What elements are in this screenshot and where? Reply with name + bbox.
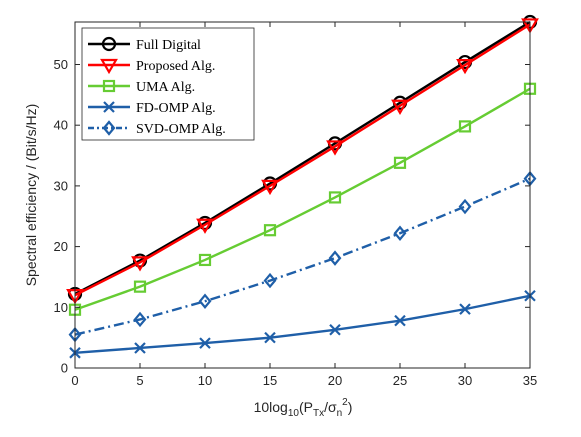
ticks-layer: 0 5 10 15 20 25 30 35 0 10 20 30 40 50 <box>54 22 537 388</box>
legend-label-svd-omp-alg: SVD-OMP Alg. <box>136 122 226 137</box>
legend-item-full-digital: Full Digital <box>88 36 201 53</box>
y-tick-label: 10 <box>54 300 68 315</box>
x-tick-label: 10 <box>198 373 212 388</box>
data-point-uma-alg <box>328 191 342 204</box>
data-point-uma-alg <box>133 280 147 293</box>
data-point-svd-omp-alg <box>263 272 277 289</box>
data-point-uma-alg <box>393 156 407 169</box>
legend-item-uma-alg: UMA Alg. <box>88 79 195 95</box>
series-svd-omp-alg <box>68 170 537 343</box>
y-axis-label: Spectral efficiency / (Bit/s/Hz) <box>23 104 39 287</box>
series-proposed-alg <box>66 18 539 305</box>
series-layer <box>66 14 539 359</box>
x-axis-label-slash: /σ <box>324 399 337 415</box>
legend-marker-proposed-alg <box>100 58 118 75</box>
legend-label-uma-alg: UMA Alg. <box>136 80 195 95</box>
x-tick-label: 15 <box>263 373 277 388</box>
legend-item-proposed-alg: Proposed Alg. <box>88 58 215 75</box>
legend-marker-fd-omp-alg <box>103 101 115 113</box>
data-point-uma-alg <box>458 120 472 133</box>
x-tick-label: 0 <box>71 373 78 388</box>
x-tick-label: 35 <box>523 373 537 388</box>
x-tick-label: 25 <box>393 373 407 388</box>
x-axis-label-sub-10: 10 <box>288 408 300 419</box>
series-line-proposed-alg <box>74 23 531 297</box>
x-axis-label-sub-n: n <box>337 408 343 419</box>
legend-marker-full-digital <box>101 36 117 52</box>
y-tick-label: 30 <box>54 178 68 193</box>
data-point-fd-omp-alg <box>134 342 146 354</box>
data-point-proposed-alg <box>456 58 474 75</box>
data-point-proposed-alg <box>391 99 409 115</box>
series-line-fd-omp-alg <box>74 294 531 355</box>
x-tick-label: 30 <box>458 373 472 388</box>
data-point-svd-omp-alg <box>328 250 342 266</box>
x-axis-label-close: ) <box>348 399 353 415</box>
data-point-proposed-alg <box>196 218 214 234</box>
legend: Full Digital Proposed Alg. UMA Alg. FD-OMP … <box>81 27 255 141</box>
data-point-proposed-alg <box>521 18 539 34</box>
data-point-proposed-alg <box>326 140 344 156</box>
data-point-fd-omp-alg <box>264 331 276 344</box>
x-tick-label: 5 <box>136 373 143 388</box>
x-tick-label: 20 <box>328 373 342 388</box>
x-axis-label-sup-2: 2 <box>342 397 348 408</box>
legend-box <box>81 27 255 141</box>
legend-label-proposed-alg: Proposed Alg. <box>136 59 215 74</box>
legend-item-svd-omp-alg: SVD-OMP Alg. <box>88 120 226 137</box>
x-axis-label-base: 10log <box>254 399 288 415</box>
data-point-fd-omp-alg <box>459 303 471 315</box>
legend-entries: Full Digital Proposed Alg. UMA Alg. FD-OMP … <box>88 36 226 137</box>
x-axis-label-sub-tx: Tx <box>313 408 324 419</box>
data-point-uma-alg <box>263 224 277 237</box>
legend-marker-svd-omp-alg <box>102 120 116 136</box>
data-point-fd-omp-alg <box>199 337 211 349</box>
data-point-proposed-alg <box>131 256 149 272</box>
series-line-uma-alg <box>74 87 531 311</box>
legend-label-full-digital: Full Digital <box>136 38 201 53</box>
legend-marker-uma-alg <box>102 79 116 93</box>
plot-frame <box>74 21 531 369</box>
data-point-fd-omp-alg <box>329 323 341 336</box>
data-point-proposed-alg <box>261 179 279 196</box>
y-tick-label: 20 <box>54 239 68 254</box>
data-point-uma-alg <box>198 253 212 267</box>
x-axis-label: 10log10(PTx/σn2) <box>254 397 353 419</box>
data-point-svd-omp-alg <box>133 311 147 328</box>
legend-item-fd-omp-alg: FD-OMP Alg. <box>88 101 216 116</box>
data-point-svd-omp-alg <box>198 293 212 309</box>
data-point-svd-omp-alg <box>458 198 472 215</box>
y-tick-label: 40 <box>54 118 68 133</box>
data-point-svd-omp-alg <box>393 225 407 241</box>
y-tick-label: 50 <box>54 57 68 72</box>
legend-label-fd-omp-alg: FD-OMP Alg. <box>136 101 216 116</box>
data-point-fd-omp-alg <box>394 314 406 327</box>
x-axis-label-open: (P <box>299 399 313 415</box>
y-tick-label: 0 <box>61 361 68 376</box>
series-line-full-digital <box>74 20 531 296</box>
